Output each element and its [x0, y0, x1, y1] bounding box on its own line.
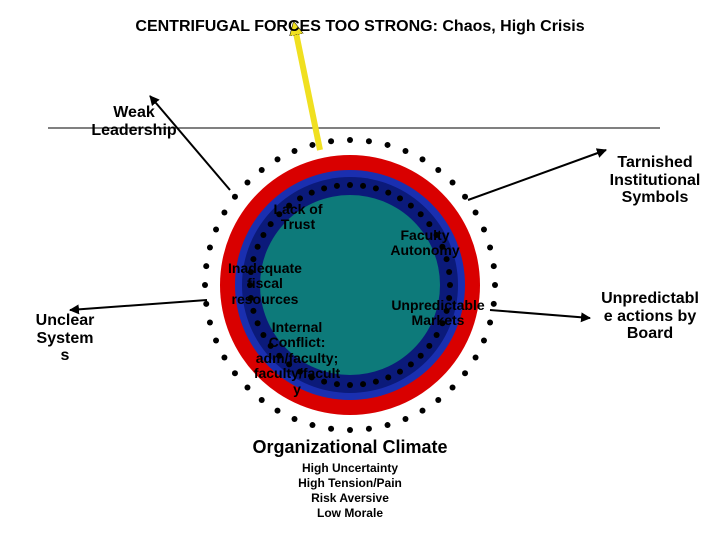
page-title: CENTRIFUGAL FORCES TOO STRONG: Chaos, Hi… [0, 18, 720, 36]
label-unpredictable-markets: UnpredictableMarkets [378, 298, 498, 329]
label-inadequate-fiscal: Inadequatefiscalresources [210, 261, 320, 307]
label-tarnished-symbols: TarnishedInstitutionalSymbols [590, 154, 720, 207]
label-sub-risk: Risk Aversive [200, 492, 500, 505]
label-weak-leadership: WeakLeadership [74, 104, 194, 139]
label-sub-morale: Low Morale [200, 507, 500, 520]
label-faculty-autonomy: FacultyAutonomy [370, 228, 480, 259]
label-sub-uncertainty: High Uncertainty [200, 462, 500, 475]
label-lack-of-trust: Lack ofTrust [253, 202, 343, 233]
label-sub-tension: High Tension/Pain [200, 477, 500, 490]
label-unpredictable-board: Unpredictable actions byBoard [580, 290, 720, 343]
label-unclear-systems: UnclearSystems [20, 312, 110, 365]
label-internal-conflict: InternalConflict:adm/faculty;faculty/fac… [232, 320, 362, 397]
label-org-climate: Organizational Climate [200, 438, 500, 458]
diagram-canvas [0, 0, 720, 540]
